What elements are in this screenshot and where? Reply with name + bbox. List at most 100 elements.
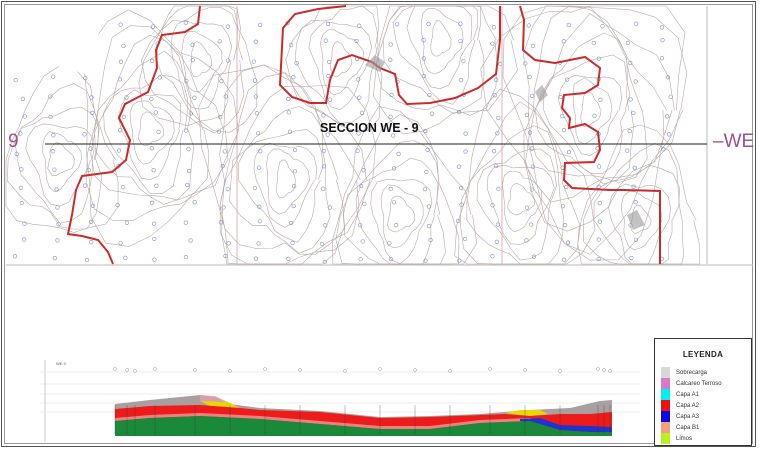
borehole-marker [423,128,428,134]
borehole-marker [218,114,223,120]
borehole-marker [149,96,154,102]
borehole-marker [117,77,123,82]
borehole-marker [661,147,666,152]
borehole-marker [561,128,567,133]
borehole-marker [596,56,601,61]
contour-line [275,159,296,199]
spoil-pile [365,55,385,72]
borehole-marker [55,205,60,210]
contour-line [454,88,596,265]
borehole-marker [459,77,464,83]
profile-borehole-marker [378,367,382,371]
borehole-marker [321,113,326,118]
borehole-marker [457,258,462,263]
contour-line [502,5,688,255]
contour-line [529,12,648,183]
borehole-marker [152,257,157,262]
borehole-marker [183,220,188,225]
borehole-marker [558,94,563,100]
borehole-marker [428,237,433,243]
borehole-marker [88,146,93,151]
borehole-marker [121,185,126,190]
borehole-marker [598,97,603,102]
contour-line [319,29,365,96]
contour-line [372,5,518,135]
borehole-marker [51,133,56,138]
borehole-marker [83,76,88,81]
borehole-marker [523,61,528,66]
borehole-marker [355,148,360,153]
legend-swatch [661,400,670,411]
layer-capa-a3 [520,418,612,432]
profile-borehole-marker [343,369,347,373]
borehole-marker [354,38,359,44]
borehole-marker [659,25,665,30]
borehole-marker [666,132,672,137]
borehole-marker [323,223,328,228]
borehole-marker [631,184,636,189]
borehole-marker [225,58,230,63]
borehole-marker [560,114,565,119]
borehole-marker [118,241,123,246]
borehole-marker [124,220,129,225]
borehole-marker [633,237,639,242]
borehole-marker [253,94,259,99]
borehole-marker [325,132,330,137]
borehole-marker [258,22,263,27]
borehole-marker [321,148,326,154]
borehole-marker [190,58,195,63]
borehole-marker [291,75,296,80]
borehole-marker [426,204,431,209]
borehole-marker [323,38,328,43]
contour-line [480,5,686,261]
legend-item: Capa A3 [661,411,751,422]
borehole-marker [257,165,262,170]
borehole-marker [491,25,497,30]
contour-line [190,41,212,78]
borehole-marker [116,164,121,169]
borehole-marker [527,130,533,135]
borehole-marker [90,110,95,116]
legend-label: Sobrecarga [676,369,708,376]
borehole-marker [565,77,570,82]
borehole-marker [628,97,633,102]
borehole-markers [12,20,673,265]
borehole-marker [561,39,566,44]
contour-line [557,74,622,156]
contour-line [181,30,224,92]
contour-line [308,21,373,110]
contour-line [370,178,433,265]
legend-item: Limos [661,433,751,444]
contour-line [7,83,103,230]
contour-line [392,5,479,105]
contour-line [375,5,498,116]
borehole-marker [319,241,325,247]
boundary-line-west [66,5,201,265]
contour-line [229,106,331,254]
layer-limos [505,410,548,416]
borehole-marker [628,60,633,65]
legend-item: Capa A1 [661,389,751,400]
borehole-marker [292,147,298,153]
contour-line [138,111,165,147]
contour-line [406,5,473,90]
borehole-marker [560,204,565,209]
borehole-marker [156,129,161,134]
contour-line [580,91,602,127]
borehole-marker [257,219,262,224]
borehole-marker [633,200,638,205]
borehole-marker [82,183,88,188]
borehole-marker [327,205,332,210]
contour-line [219,72,361,265]
legend-label: Calcareo Terroso [676,380,722,387]
contour-line [42,131,82,193]
profile-borehole-marker [558,369,562,373]
legend-item: Sobrecarga [661,367,751,378]
borehole-marker [151,168,156,173]
legend-item: Capa B1 [661,422,751,433]
borehole-marker [458,38,463,44]
borehole-marker [388,186,393,191]
borehole-marker [286,256,291,261]
borehole-marker [292,169,298,174]
contour-line [47,142,76,177]
